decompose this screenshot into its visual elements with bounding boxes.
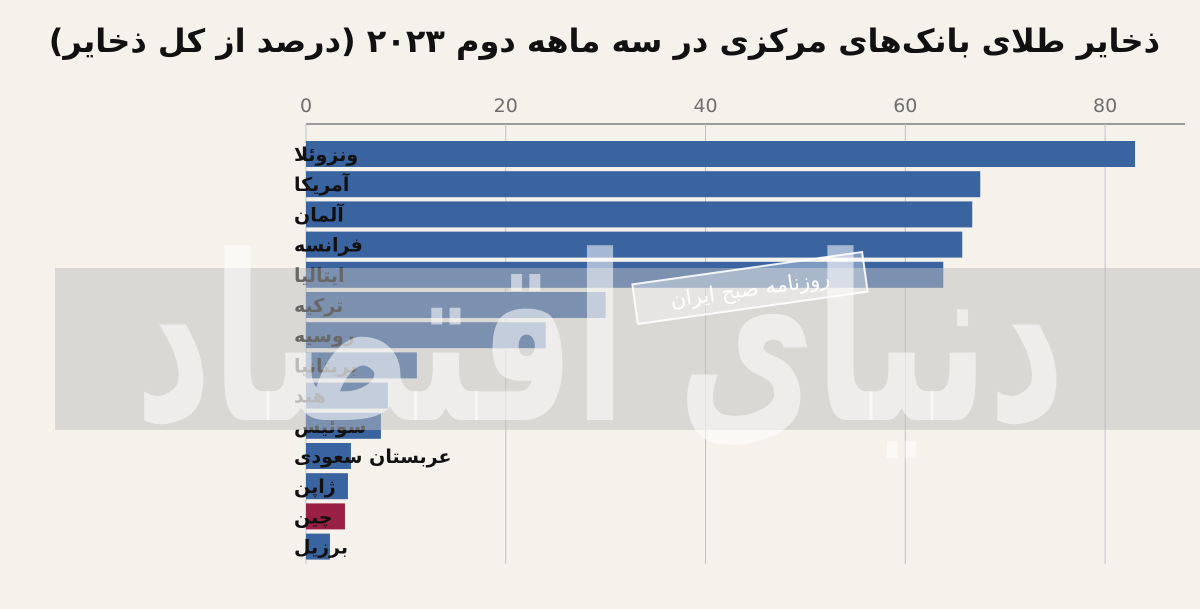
watermark-band xyxy=(55,268,1200,430)
x-tick-label: 40 xyxy=(693,95,717,117)
x-tick-label: 80 xyxy=(1093,95,1117,117)
bar xyxy=(306,533,330,560)
chart-title: ذخایر طلای بانک‌های مرکزی در سه ماهه دوم… xyxy=(48,22,1160,60)
bar xyxy=(306,171,981,198)
category-label: برزیل xyxy=(294,537,348,559)
bar xyxy=(306,201,973,228)
x-tick-label: 20 xyxy=(494,95,518,117)
x-tick-label: 60 xyxy=(893,95,917,117)
bar xyxy=(306,141,1136,167)
bar xyxy=(306,503,345,530)
bar xyxy=(306,473,348,500)
category-label: ونزوئلا xyxy=(294,144,358,166)
watermark-banner-box xyxy=(631,250,869,326)
category-label: آمریکا xyxy=(294,172,350,196)
category-label: فرانسه xyxy=(294,235,363,257)
category-label: چین xyxy=(294,506,333,528)
watermark-logo: دنیای اقتصاد xyxy=(135,208,1065,475)
watermark-logo-text: دنیای اقتصاد xyxy=(135,208,1065,475)
category-label: ژاپن xyxy=(294,476,336,498)
bar xyxy=(306,443,351,469)
watermark-layer: دنیای اقتصاد روزنامه صبح ایران xyxy=(55,208,1200,475)
category-label: عربستان سعودی xyxy=(294,446,451,468)
x-tick-label: 0 xyxy=(300,95,312,117)
category-label: آلمان xyxy=(294,202,344,226)
